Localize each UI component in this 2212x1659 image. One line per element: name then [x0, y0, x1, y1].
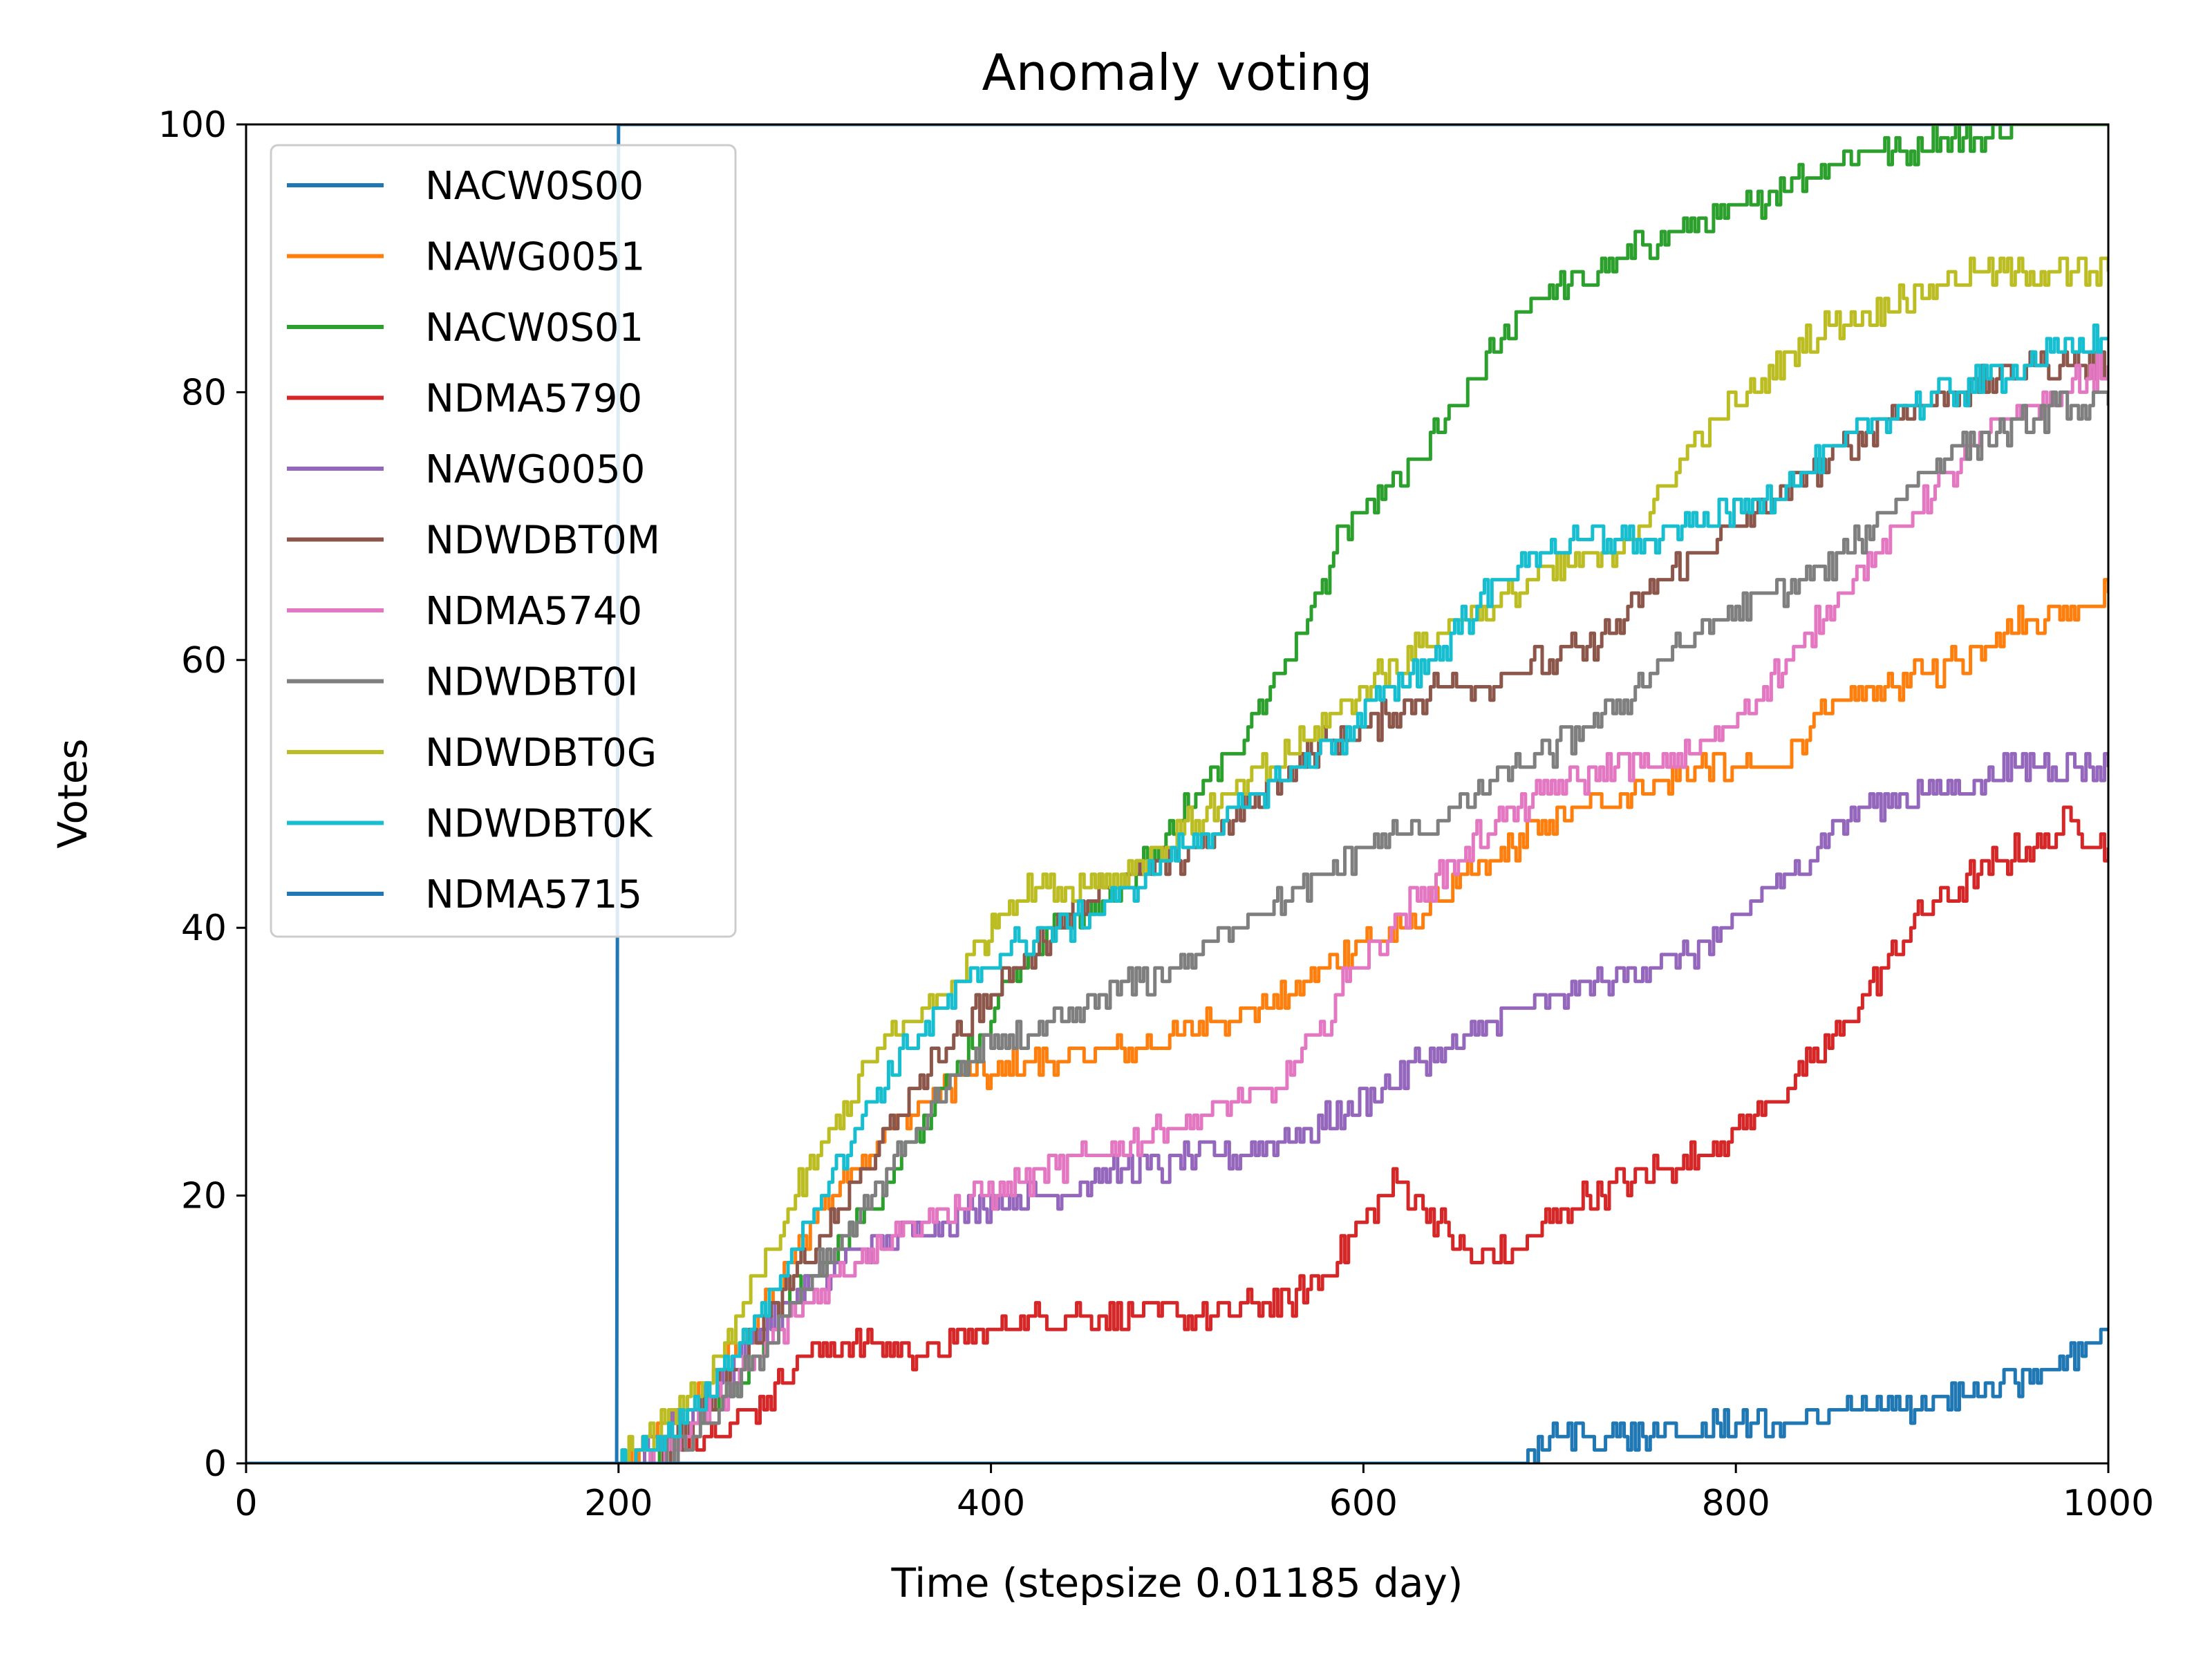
legend-label: NDWDBT0G	[425, 731, 657, 776]
series-line-ndma5715	[246, 1327, 2108, 1463]
series-line-ndwdbt0m	[246, 350, 2108, 1463]
series-line-ndma5790	[246, 805, 2108, 1463]
y-tick-label: 100	[158, 104, 227, 146]
x-tick-label: 400	[957, 1483, 1025, 1524]
y-axis-label: Votes	[49, 738, 96, 848]
chart-title: Anomaly voting	[982, 44, 1373, 102]
x-tick-label: 0	[234, 1483, 257, 1524]
legend-label: NDMA5715	[425, 872, 642, 917]
x-axis: 0 200 400 600 800 1000	[234, 1463, 2154, 1524]
legend: NACW0S00 NAWG0051 NACW0S01 NDMA5790 NAWG0050…	[270, 144, 737, 938]
legend-label: NAWG0050	[425, 447, 645, 492]
legend-label: NDWDBT0I	[425, 660, 638, 705]
legend-box	[270, 144, 737, 938]
y-tick-label: 60	[181, 640, 227, 682]
x-tick-label: 600	[1329, 1483, 1398, 1524]
plot-frame	[245, 123, 2110, 1465]
series-line-ndwdbt0i	[246, 390, 2108, 1463]
legend-label: NDWDBT0M	[425, 518, 660, 563]
y-axis: 0 20 40 60 80 100	[158, 104, 246, 1485]
x-axis-label: Time (stepsize 0.01185 day)	[891, 1559, 1463, 1606]
y-tick-label: 80	[181, 372, 227, 413]
legend-label: NDWDBT0K	[425, 802, 653, 847]
legend-label: NAWG0051	[425, 235, 645, 280]
series-line-ndma5740	[246, 350, 2108, 1463]
x-tick-label: 800	[1702, 1483, 1770, 1524]
y-tick-label: 0	[204, 1443, 227, 1485]
series-line-nacw0s01	[246, 124, 2108, 1463]
legend-label: NDMA5740	[425, 589, 642, 634]
y-tick-label: 20	[181, 1176, 227, 1217]
series-line-nawg0050	[246, 751, 2108, 1463]
series-line-ndwdbt0g	[246, 256, 2108, 1463]
x-tick-label: 200	[584, 1483, 653, 1524]
x-tick-label: 1000	[2063, 1483, 2154, 1524]
legend-label: NACW0S00	[425, 164, 644, 209]
y-tick-label: 40	[181, 908, 227, 949]
series-line-ndwdbt0k	[246, 324, 2108, 1463]
legend-label: NACW0S01	[425, 306, 644, 350]
legend-label: NDMA5790	[425, 377, 642, 422]
